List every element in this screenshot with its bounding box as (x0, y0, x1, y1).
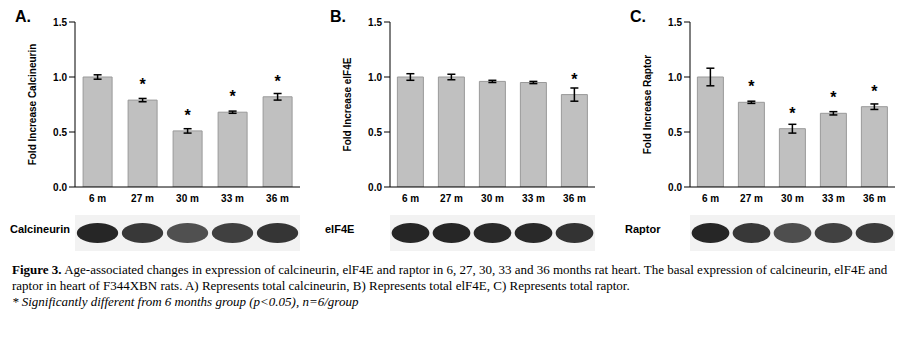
svg-text:Fold Increase Raptor: Fold Increase Raptor (642, 55, 653, 155)
svg-text:36 m: 36 m (863, 193, 886, 204)
svg-text:*: * (789, 105, 796, 122)
svg-text:0.0: 0.0 (53, 182, 67, 193)
svg-text:*: * (274, 73, 281, 90)
svg-text:36 m: 36 m (266, 193, 289, 204)
svg-text:0.0: 0.0 (368, 182, 382, 193)
svg-text:*: * (139, 76, 146, 93)
html-text:Calcineurin: Calcineurin (10, 223, 70, 235)
html-text:* Significantly different from: * Significantly different from 6 months … (12, 294, 359, 309)
svg-text:Fold Increase Calcineurin: Fold Increase Calcineurin (27, 44, 38, 166)
svg-text:6 m: 6 m (89, 193, 106, 204)
html-text:C.: C. (630, 8, 646, 25)
svg-text:*: * (571, 71, 578, 88)
svg-text:1.0: 1.0 (53, 72, 67, 83)
html-text:Raptor: Raptor (625, 223, 661, 235)
svg-text:27 m: 27 m (440, 193, 463, 204)
svg-text:1.0: 1.0 (368, 72, 382, 83)
svg-text:27 m: 27 m (131, 193, 154, 204)
svg-text:0.5: 0.5 (668, 127, 682, 138)
svg-text:33 m: 33 m (221, 193, 244, 204)
svg-text:30 m: 30 m (781, 193, 804, 204)
svg-text:*: * (229, 88, 236, 105)
html-text:Figure 3. Age-associated chang: Figure 3. Age-associated changes in expr… (12, 262, 888, 293)
svg-text:0.5: 0.5 (368, 127, 382, 138)
svg-text:0.0: 0.0 (668, 182, 682, 193)
svg-text:27 m: 27 m (740, 193, 763, 204)
svg-text:33 m: 33 m (522, 193, 545, 204)
svg-text:*: * (830, 89, 837, 106)
svg-text:30 m: 30 m (481, 193, 504, 204)
html-text:A.: A. (15, 8, 31, 25)
svg-text:1.5: 1.5 (668, 17, 682, 28)
svg-text:6 m: 6 m (402, 193, 419, 204)
html-text:B.: B. (330, 8, 346, 25)
svg-text:Fold Increase elF4E: Fold Increase elF4E (342, 57, 353, 151)
svg-text:1.5: 1.5 (53, 17, 67, 28)
svg-text:*: * (871, 83, 878, 100)
svg-text:0.5: 0.5 (53, 127, 67, 138)
svg-text:30 m: 30 m (176, 193, 199, 204)
svg-text:33 m: 33 m (822, 193, 845, 204)
svg-text:*: * (184, 107, 191, 124)
svg-text:1.0: 1.0 (668, 72, 682, 83)
svg-text:6 m: 6 m (702, 193, 719, 204)
svg-text:36 m: 36 m (563, 193, 586, 204)
svg-text:1.5: 1.5 (368, 17, 382, 28)
svg-text:*: * (748, 78, 755, 95)
html-text:elF4E: elF4E (325, 223, 355, 235)
